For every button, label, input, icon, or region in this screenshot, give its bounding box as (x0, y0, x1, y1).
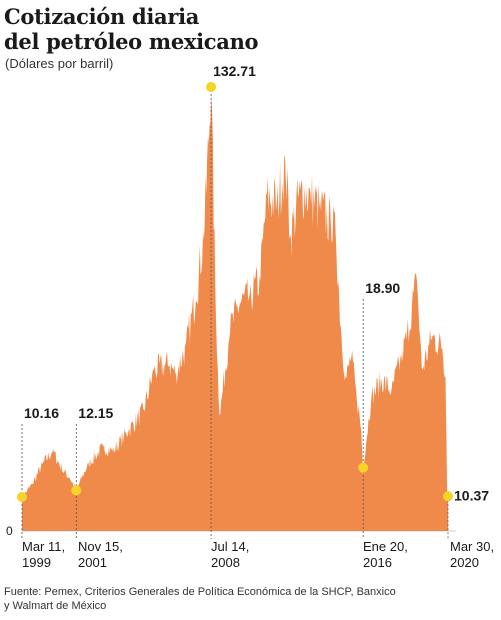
chart-title-line-1: Cotización diaria (4, 4, 200, 29)
date-label: 2001 (78, 555, 107, 570)
data-marker (358, 462, 369, 473)
data-marker (17, 492, 27, 503)
date-label: Mar 11, (22, 539, 65, 554)
value-label: 10.37 (454, 487, 489, 503)
date-label: Jul 14, (211, 539, 249, 554)
value-label: 12.15 (78, 405, 113, 421)
data-marker (443, 491, 453, 502)
price-area (22, 94, 448, 532)
chart-subtitle: (Dólares por barril) (5, 56, 114, 71)
y-tick-label: 0 (6, 524, 13, 538)
date-label: Nov 15, (78, 539, 123, 554)
date-label: 1999 (22, 555, 51, 570)
chart-title-line-2: del petróleo mexicano (4, 29, 259, 54)
date-label: Ene 20, (363, 539, 408, 554)
date-label: 2020 (450, 555, 479, 570)
date-label: Mar 30, (450, 539, 494, 554)
value-label: 18.90 (365, 280, 400, 296)
value-label: 10.16 (24, 405, 59, 421)
source-line-1: Fuente: Pemex, Criterios Generales de Po… (4, 586, 396, 598)
chart-title: Cotización diaria del petróleo mexicano (4, 4, 259, 54)
source-note: Fuente: Pemex, Criterios Generales de Po… (4, 585, 494, 613)
value-label: 132.71 (213, 63, 256, 79)
date-label: 2016 (363, 555, 392, 570)
data-marker (71, 485, 82, 496)
data-marker (206, 81, 217, 92)
source-line-2: y Walmart de México (4, 600, 107, 612)
date-label: 2008 (211, 555, 240, 570)
